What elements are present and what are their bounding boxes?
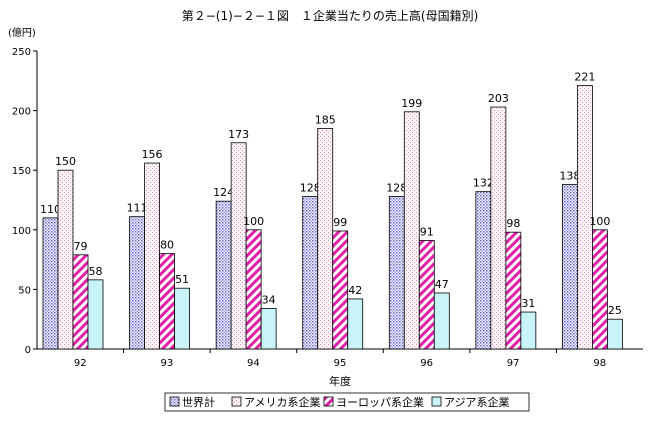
data-label: 25 [608, 304, 622, 317]
y-tick-label: 250 [12, 47, 31, 58]
bar-1 [475, 191, 492, 350]
bar-3 [592, 229, 608, 350]
bar-1 [302, 196, 319, 350]
data-label: 42 [348, 284, 362, 297]
data-label: 58 [89, 265, 103, 278]
bar-1 [562, 184, 578, 350]
data-label: 100 [243, 215, 264, 228]
bar-2 [577, 85, 593, 350]
x-tick-label: 93 [160, 358, 173, 369]
bar-1 [215, 200, 232, 350]
legend-swatch [431, 396, 442, 407]
y-axis-unit: (億円) [8, 26, 36, 39]
data-label: 138 [559, 170, 580, 183]
bar-3 [332, 230, 349, 350]
legend-swatch [169, 396, 180, 407]
legend-label: ヨーロッパ系企業 [336, 395, 424, 409]
bar-3 [245, 229, 262, 350]
legend-swatch [231, 396, 242, 407]
y-tick-label: 200 [12, 107, 31, 118]
data-label: 150 [55, 155, 76, 168]
bar-1 [129, 216, 145, 350]
data-label: 91 [420, 226, 434, 239]
data-label: 221 [574, 71, 595, 84]
data-label: 124 [213, 186, 234, 199]
bar-1 [388, 196, 405, 350]
bar-4 [87, 279, 104, 350]
data-label: 203 [488, 92, 509, 105]
legend: 世界計 アメリカ系企業 ヨーロッパ系企業 アジア系企業 [164, 392, 530, 412]
bar-3 [72, 254, 89, 350]
bar-4 [347, 298, 364, 350]
data-label: 98 [506, 217, 520, 230]
data-label: 185 [315, 113, 336, 126]
y-tick-label: 150 [12, 166, 31, 177]
bar-4 [607, 318, 623, 350]
data-label: 110 [40, 203, 61, 216]
bar-3 [159, 253, 175, 350]
bar-4 [433, 292, 450, 350]
data-label: 128 [300, 181, 321, 194]
y-tick-label: 50 [18, 285, 31, 296]
data-label: 199 [401, 97, 422, 110]
data-label: 31 [521, 297, 535, 310]
legend-label: アジア系企業 [444, 395, 510, 409]
bar-1 [42, 217, 59, 350]
bar-4 [520, 311, 537, 350]
data-label: 156 [142, 148, 163, 161]
data-label: 80 [160, 239, 174, 252]
legend-swatch [323, 396, 334, 407]
bar-3 [505, 231, 522, 350]
bar-2 [144, 162, 160, 350]
chart-title: 第２−(1)−２−１図 １企業当たりの売上高(母国籍別) [182, 8, 479, 23]
data-label: 128 [386, 181, 407, 194]
data-label: 99 [333, 216, 347, 229]
data-label: 132 [473, 177, 494, 190]
data-label: 47 [435, 278, 449, 291]
data-label: 173 [228, 128, 249, 141]
legend-label: アメリカ系企業 [244, 395, 320, 409]
bar-4 [174, 287, 190, 350]
bar-2 [317, 128, 334, 350]
bar-4 [260, 308, 277, 350]
y-tick-label: 0 [25, 345, 31, 356]
bar-3 [418, 240, 435, 350]
x-tick-label: 95 [334, 358, 347, 369]
x-tick-label: 92 [74, 358, 87, 369]
data-label: 111 [127, 202, 148, 215]
bar-2 [403, 111, 420, 350]
data-label: 51 [175, 273, 189, 286]
data-label: 79 [74, 240, 88, 253]
x-tick-label: 94 [247, 358, 260, 369]
y-tick-label: 100 [12, 226, 31, 237]
legend-label: 世界計 [182, 395, 215, 409]
x-axis-label: 年度 [329, 374, 351, 388]
data-label: 34 [262, 293, 276, 306]
x-tick-label: 98 [593, 358, 606, 369]
bar-2 [230, 142, 247, 350]
bar-2 [490, 106, 507, 350]
bar-2 [57, 169, 74, 350]
data-label: 100 [589, 215, 610, 228]
x-tick-label: 97 [507, 358, 520, 369]
x-tick-label: 96 [420, 358, 433, 369]
